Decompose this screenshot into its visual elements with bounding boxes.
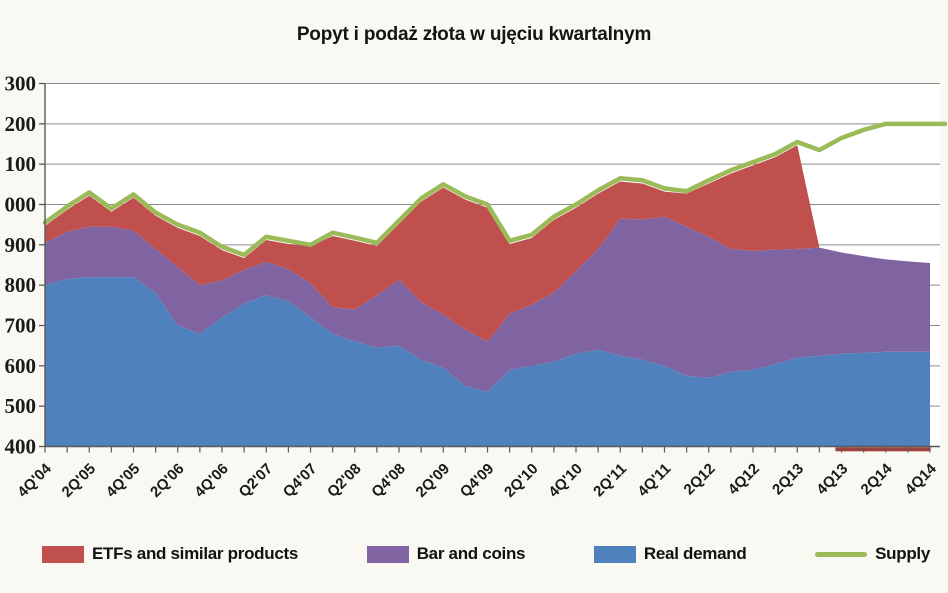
x-tick-label: 2Q13 <box>769 460 807 498</box>
y-tick-label: 100 <box>5 152 37 176</box>
x-tick-label: 2Q'06 <box>147 460 187 500</box>
y-tick-label: 000 <box>5 193 37 217</box>
x-tick-label: 4Q13 <box>813 460 851 498</box>
x-tick-label: 2Q'09 <box>413 460 453 500</box>
y-tick-label: 200 <box>5 112 37 136</box>
legend-label-etfs: ETFs and similar products <box>92 544 298 563</box>
x-tick-label: 2Q12 <box>681 460 719 498</box>
supply-line <box>42 121 948 258</box>
x-tick-label: Q4'07 <box>280 460 320 500</box>
real-demand-swatch <box>593 545 636 563</box>
x-tick-label: 2Q14 <box>858 460 896 498</box>
x-tick-label: 4Q'04 <box>14 460 55 501</box>
x-tick-label: 4Q'11 <box>634 460 674 500</box>
y-tick-label: 500 <box>5 394 37 418</box>
x-tick-label: 2Q'10 <box>501 460 541 500</box>
y-tick-label: 400 <box>5 435 37 459</box>
legend-item-bar-and-coins: Bar and coins <box>366 544 526 564</box>
legend-label-real-demand: Real demand <box>643 544 747 563</box>
x-tick-label: Q4'09 <box>457 460 497 500</box>
x-tick-label: 4Q12 <box>725 460 763 498</box>
legend-item-etfs: ETFs and similar products <box>42 544 298 564</box>
y-tick-label: 700 <box>5 314 37 338</box>
y-tick-label: 300 <box>5 72 37 96</box>
y-tick-label: 900 <box>5 233 37 257</box>
x-tick-label: Q4'08 <box>368 460 408 500</box>
x-tick-label: 4Q'05 <box>103 460 143 500</box>
real-demand-area <box>45 277 930 447</box>
chart-title: Popyt i podaż złota w ujęciu kwartalnym <box>296 24 652 45</box>
x-tick-label: 2Q'11 <box>590 460 630 500</box>
x-tick-label: 4Q'06 <box>191 460 231 500</box>
legend-label-supply: Supply <box>875 544 930 563</box>
y-tick-label: 600 <box>5 354 37 378</box>
etf-negative-strip <box>835 447 930 452</box>
legend-label-bar-and-coins: Bar and coins <box>416 544 526 563</box>
bar-and-coins-swatch <box>366 545 409 563</box>
supply-line-swatch <box>815 551 868 557</box>
x-tick-label: 2Q'05 <box>59 460 99 500</box>
etf-area <box>45 145 930 342</box>
etf-area-swatch <box>42 545 84 563</box>
x-tick-label: Q2'07 <box>236 460 276 500</box>
legend: ETFs and similar products Bar and coins … <box>42 544 930 564</box>
legend-item-real-demand: Real demand <box>593 544 747 564</box>
y-tick-label: 800 <box>5 273 37 297</box>
x-tick-label: Q2'08 <box>324 460 364 500</box>
x-tick-label: 4Q14 <box>902 460 940 498</box>
x-tick-label: 4Q'10 <box>545 460 585 500</box>
legend-item-supply: Supply <box>815 544 930 564</box>
bar-and-coins-area <box>45 216 930 393</box>
